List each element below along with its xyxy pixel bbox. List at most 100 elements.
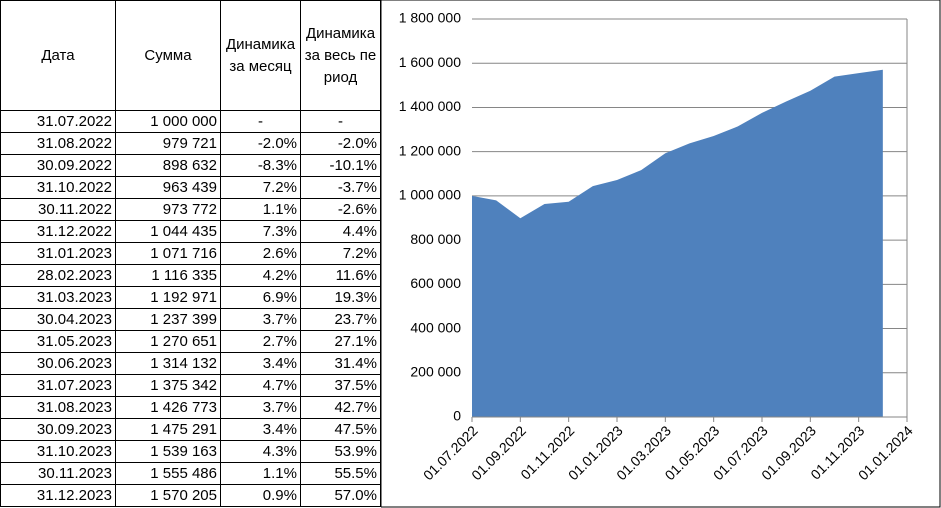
table-row: 30.04.2023 1 237 399 3.7% 23.7% (0, 308, 381, 331)
table-body: 31.07.2022 1 000 000- -31.08.2022 979 721 -2… (0, 110, 381, 507)
table-cell: - (220, 110, 301, 133)
table-cell: 19.3% (300, 286, 381, 309)
table-cell: 6.9% (220, 286, 301, 309)
data-table: Дата Сумма Динамика за месяц Динамика за ве… (0, 0, 381, 507)
table-cell: 42.7% (300, 396, 381, 419)
table-cell: 4.7% (220, 374, 301, 397)
table-cell: 1 475 291 (115, 418, 221, 441)
table-cell: -2.6% (300, 198, 381, 221)
table-cell: -2.0% (300, 132, 381, 155)
table-row: 31.07.2023 1 375 342 4.7% 37.5% (0, 374, 381, 397)
table-cell: 898 632 (115, 154, 221, 177)
area (472, 69, 883, 417)
table-row: 31.03.2023 1 192 971 6.9% 19.3% (0, 286, 381, 309)
table-cell: 31.08.2022 (0, 132, 116, 155)
table-cell: 30.09.2022 (0, 154, 116, 177)
table-cell: 973 772 (115, 198, 221, 221)
table-cell: 47.5% (300, 418, 381, 441)
table-cell: - (300, 110, 381, 133)
table-cell: 27.1% (300, 330, 381, 353)
table-cell: 1 192 971 (115, 286, 221, 309)
table-cell: 30.09.2023 (0, 418, 116, 441)
table-row: 31.10.2023 1 539 163 4.3% 53.9% (0, 440, 381, 463)
table-cell: 30.04.2023 (0, 308, 116, 331)
table-cell: 23.7% (300, 308, 381, 331)
table-cell: 28.02.2023 (0, 264, 116, 287)
table-cell: 1.1% (220, 462, 301, 485)
table-cell: 30.11.2023 (0, 462, 116, 485)
table-cell: 30.11.2022 (0, 198, 116, 221)
table-cell: 11.6% (300, 264, 381, 287)
table-cell: 3.4% (220, 418, 301, 441)
table-cell: 0.9% (220, 484, 301, 507)
table-row: 31.12.2022 1 044 435 7.3% 4.4% (0, 220, 381, 243)
table-row: 30.06.2023 1 314 132 3.4% 31.4% (0, 352, 381, 375)
table-cell: 979 721 (115, 132, 221, 155)
table-cell: 31.08.2023 (0, 396, 116, 419)
table-cell: 1 314 132 (115, 352, 221, 375)
table-cell: 3.7% (220, 308, 301, 331)
y-tick-label: 400 000 (410, 319, 461, 335)
table-cell: 7.2% (300, 242, 381, 265)
table-cell: 31.10.2022 (0, 176, 116, 199)
table-row: 31.08.2023 1 426 773 3.7% 42.7% (0, 396, 381, 419)
table-cell: 31.4% (300, 352, 381, 375)
table-cell: 31.12.2022 (0, 220, 116, 243)
table-cell: 963 439 (115, 176, 221, 199)
table-cell: 1 000 000 (115, 110, 221, 133)
y-tick-label: 1 800 000 (399, 10, 461, 26)
table-cell: 37.5% (300, 374, 381, 397)
table-cell: 4.4% (300, 220, 381, 243)
table-cell: 7.2% (220, 176, 301, 199)
table-cell: -2.0% (220, 132, 301, 155)
table-row: 31.10.2022 963 439 7.2% -3.7% (0, 176, 381, 199)
table-row: 31.05.2023 1 270 651 2.7% 27.1% (0, 330, 381, 353)
table-cell: 31.07.2023 (0, 374, 116, 397)
table-cell: 2.6% (220, 242, 301, 265)
table-cell: 57.0% (300, 484, 381, 507)
y-tick-label: 1 000 000 (399, 187, 461, 203)
table-row: 31.01.2023 1 071 716 2.6% 7.2% (0, 242, 381, 265)
column-header: Динамика за месяц (220, 0, 301, 111)
y-tick-label: 200 000 (410, 363, 461, 379)
table-cell: 31.05.2023 (0, 330, 116, 353)
table-row: 31.08.2022 979 721 -2.0% -2.0% (0, 132, 381, 155)
y-tick-label: 1 600 000 (399, 54, 461, 70)
table-cell: 31.07.2022 (0, 110, 116, 133)
table-cell: -3.7% (300, 176, 381, 199)
table-cell: -10.1% (300, 154, 381, 177)
table-cell: 1 375 342 (115, 374, 221, 397)
table-cell: 3.7% (220, 396, 301, 419)
y-tick-label: 1 400 000 (399, 98, 461, 114)
table-cell: 1.1% (220, 198, 301, 221)
table-cell: 1 555 486 (115, 462, 221, 485)
table-cell: 4.2% (220, 264, 301, 287)
column-header: Динамика за весь период (300, 0, 381, 111)
table-cell: 53.9% (300, 440, 381, 463)
table-cell: 31.03.2023 (0, 286, 116, 309)
table-cell: 1 570 205 (115, 484, 221, 507)
table-cell: 1 426 773 (115, 396, 221, 419)
table-cell: 4.3% (220, 440, 301, 463)
table-cell: 3.4% (220, 352, 301, 375)
table-row: 31.07.2022 1 000 000- - (0, 110, 381, 133)
table-cell: 1 071 716 (115, 242, 221, 265)
table-cell: 30.06.2023 (0, 352, 116, 375)
table-cell: 7.3% (220, 220, 301, 243)
table-cell: 1 116 335 (115, 264, 221, 287)
table-cell: 2.7% (220, 330, 301, 353)
table-row: 30.09.2023 1 475 291 3.4% 47.5% (0, 418, 381, 441)
y-tick-label: 800 000 (410, 231, 461, 247)
table-row: 30.09.2022 898 632 -8.3% -10.1% (0, 154, 381, 177)
column-header: Сумма (115, 0, 221, 111)
header-row: Дата Сумма Динамика за месяц Динамика за ве… (0, 0, 381, 111)
table-cell: 1 044 435 (115, 220, 221, 243)
y-tick-label: 600 000 (410, 275, 461, 291)
table-row: 28.02.2023 1 116 335 4.2% 11.6% (0, 264, 381, 287)
table-cell: 31.10.2023 (0, 440, 116, 463)
table-cell: 55.5% (300, 462, 381, 485)
table-row: 30.11.2023 1 555 486 1.1% 55.5% (0, 462, 381, 485)
table-cell: 1 270 651 (115, 330, 221, 353)
column-header: Дата (0, 0, 116, 111)
